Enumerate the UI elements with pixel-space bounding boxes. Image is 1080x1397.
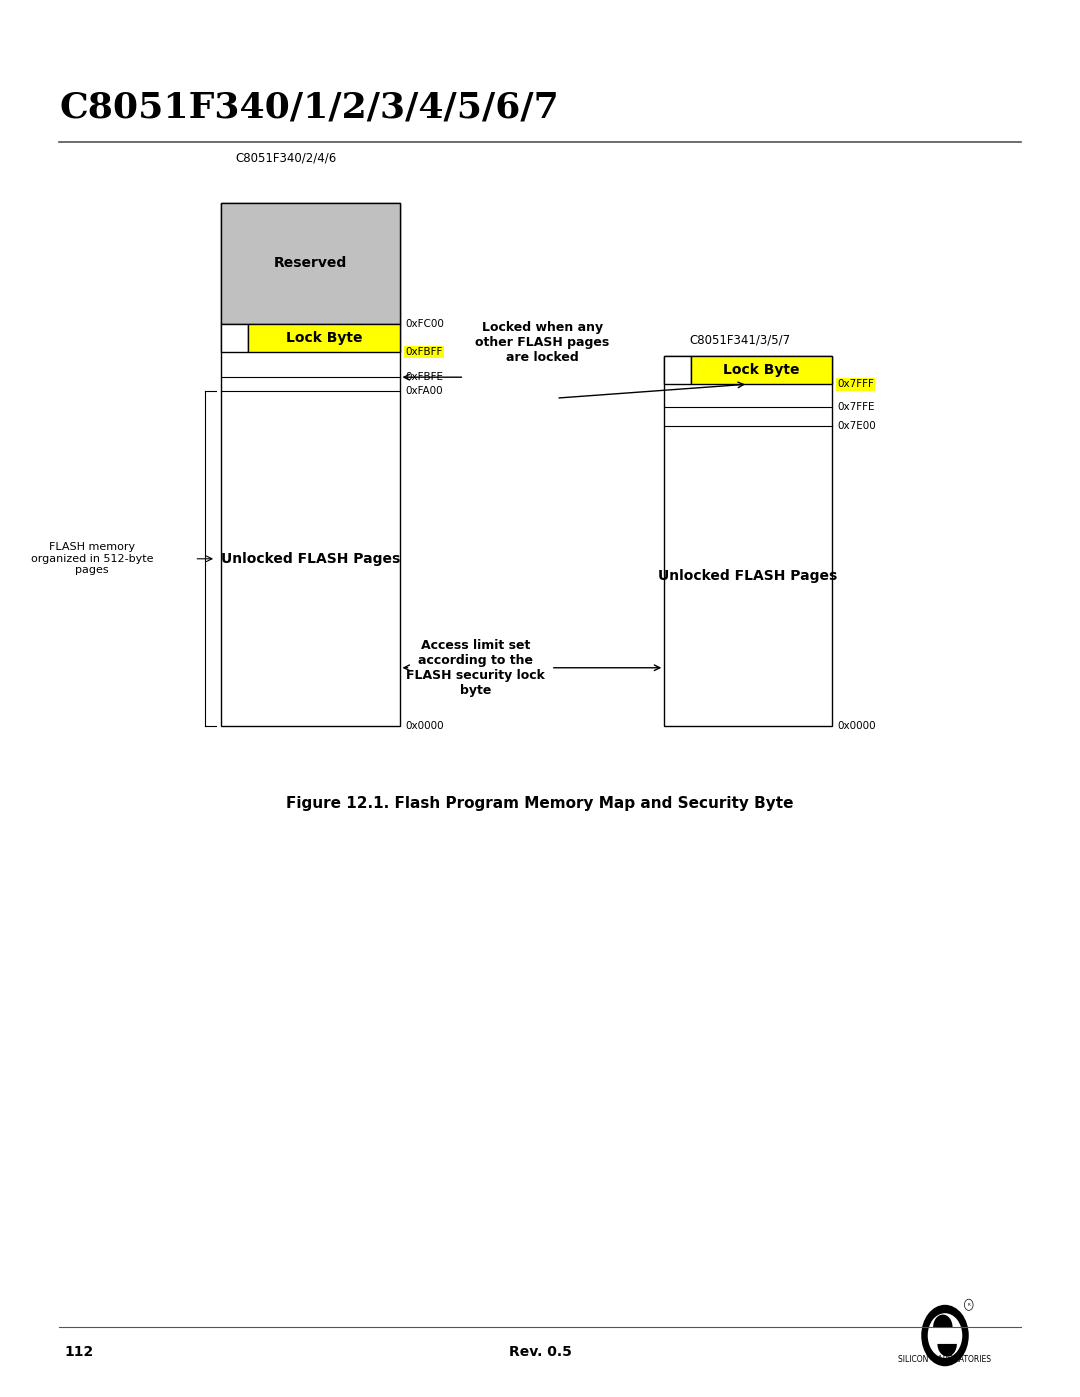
Wedge shape (937, 1344, 957, 1356)
Text: 0xFC00: 0xFC00 (405, 319, 444, 330)
Text: 0x7E00: 0x7E00 (837, 420, 876, 432)
Text: Rev. 0.5: Rev. 0.5 (509, 1345, 571, 1359)
Text: Locked when any
other FLASH pages
are locked: Locked when any other FLASH pages are lo… (475, 321, 609, 363)
Text: SILICON  LABORATORIES: SILICON LABORATORIES (899, 1355, 991, 1363)
Text: R: R (968, 1303, 970, 1306)
Bar (221, 203, 400, 324)
Text: 0x7FFE: 0x7FFE (837, 401, 875, 412)
Text: Unlocked FLASH Pages: Unlocked FLASH Pages (659, 569, 837, 584)
Text: C8051F340/1/2/3/4/5/6/7: C8051F340/1/2/3/4/5/6/7 (59, 91, 559, 124)
Text: Unlocked FLASH Pages: Unlocked FLASH Pages (221, 552, 400, 566)
Bar (664, 356, 691, 384)
Text: Access limit set
according to the
FLASH security lock
byte: Access limit set according to the FLASH … (406, 638, 544, 697)
Text: Lock Byte: Lock Byte (286, 331, 362, 345)
Text: FLASH memory
organized in 512-byte
pages: FLASH memory organized in 512-byte pages (30, 542, 153, 576)
Text: 0x0000: 0x0000 (837, 721, 876, 732)
Bar (691, 356, 832, 384)
Text: 0xFBFF: 0xFBFF (405, 346, 443, 358)
Text: 0x7FFF: 0x7FFF (837, 379, 874, 390)
Bar (221, 203, 400, 726)
Text: Figure 12.1. Flash Program Memory Map and Security Byte: Figure 12.1. Flash Program Memory Map an… (286, 796, 794, 810)
Text: C8051F341/3/5/7: C8051F341/3/5/7 (689, 334, 791, 346)
Text: Lock Byte: Lock Byte (724, 363, 799, 377)
Text: 112: 112 (65, 1345, 94, 1359)
Text: 0xFBFE: 0xFBFE (405, 372, 443, 383)
Circle shape (921, 1305, 969, 1366)
Text: 0x0000: 0x0000 (405, 721, 444, 732)
Bar (221, 324, 248, 352)
Bar (664, 356, 832, 726)
Wedge shape (933, 1315, 953, 1327)
Bar (248, 324, 400, 352)
Text: 0xFA00: 0xFA00 (405, 386, 443, 397)
Text: C8051F340/2/4/6: C8051F340/2/4/6 (235, 152, 337, 165)
Text: Reserved: Reserved (274, 256, 347, 271)
Circle shape (928, 1313, 962, 1358)
